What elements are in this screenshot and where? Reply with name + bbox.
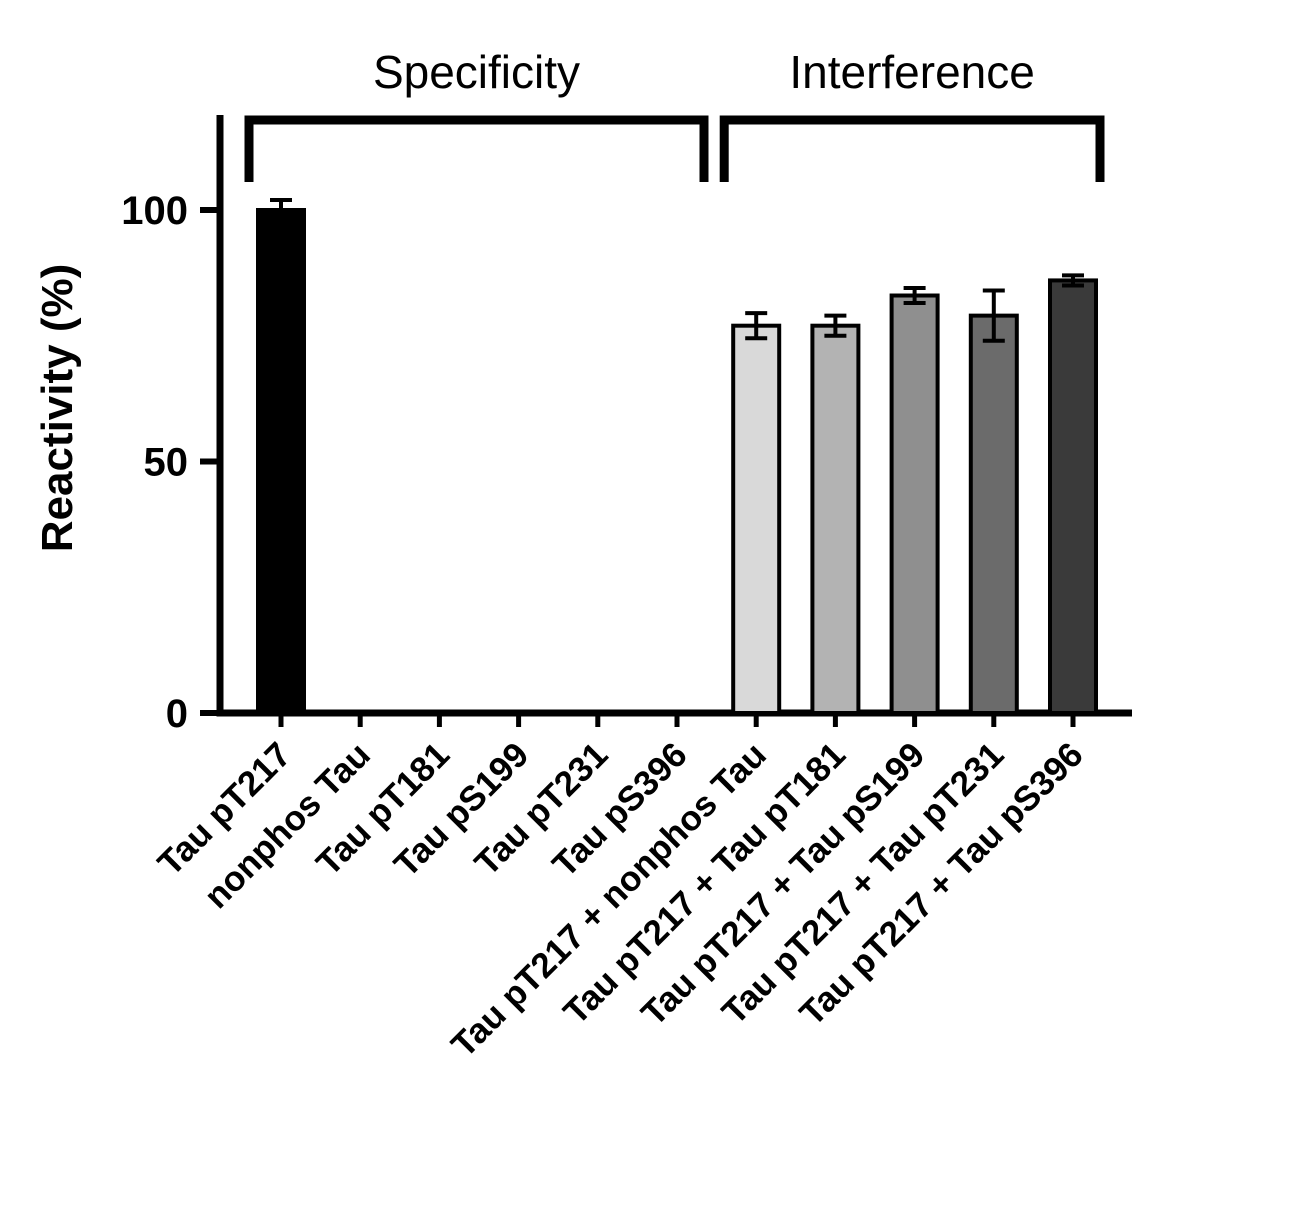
- bar: [810, 323, 861, 715]
- group-bracket: [244, 115, 709, 182]
- bar: [731, 323, 782, 715]
- bar: [968, 313, 1019, 715]
- bar: [1048, 278, 1098, 715]
- y-tick-label: 0: [166, 692, 188, 736]
- bar: [889, 293, 940, 715]
- y-axis-title: Reactivity (%): [33, 264, 82, 553]
- group-bracket: [719, 115, 1105, 182]
- y-tick-label: 50: [144, 441, 189, 485]
- bar: [256, 208, 306, 715]
- group-label: Interference: [789, 46, 1034, 98]
- group-label: Specificity: [373, 46, 580, 98]
- y-tick-label: 100: [121, 189, 188, 233]
